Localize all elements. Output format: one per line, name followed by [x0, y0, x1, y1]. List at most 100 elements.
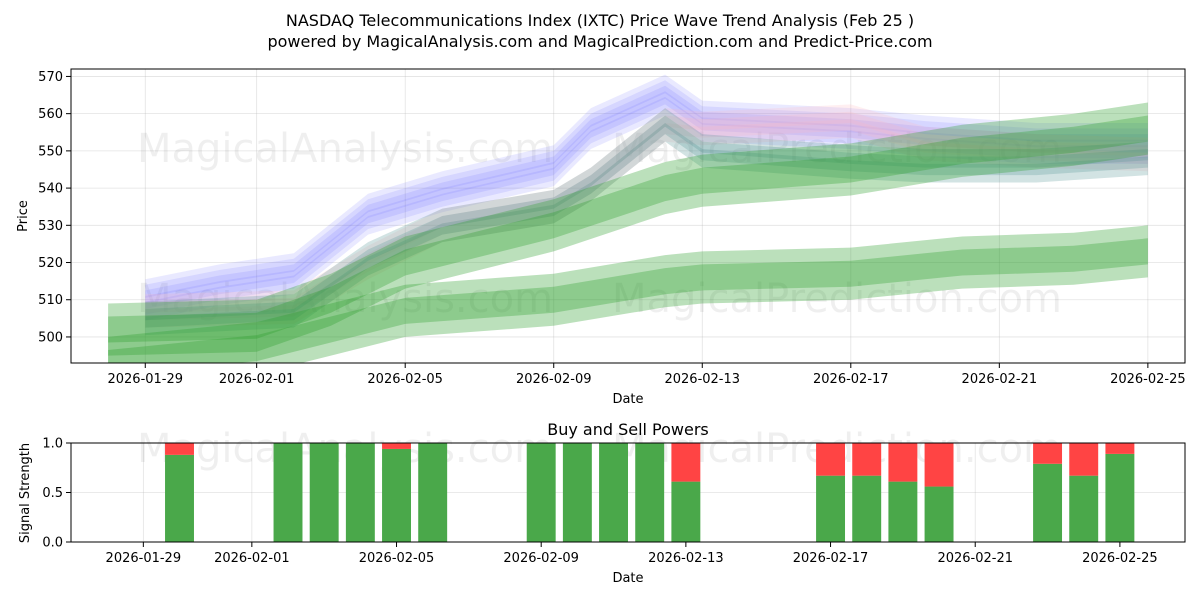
- price-y-tick-label: 560: [38, 107, 63, 122]
- price-y-ticks: 500 510 520 530 540 550 560 570: [38, 70, 71, 345]
- price-x-tick-label: 2026-02-05: [367, 372, 443, 387]
- buy-bar: [1105, 453, 1135, 542]
- pink-wave-band: [145, 119, 1148, 328]
- signal-bar-2026-02-17: [816, 443, 846, 542]
- sell-bar: [888, 443, 918, 482]
- signal-bar-2026-02-19: [888, 443, 918, 542]
- buy-bar: [816, 475, 846, 542]
- buy-bar: [418, 443, 448, 542]
- signal-x-tick-label: 2026-02-01: [214, 551, 290, 566]
- green-band-outer: [108, 225, 1148, 363]
- price-chart-title: NASDAQ Telecommunications Index (IXTC) P…: [286, 11, 914, 30]
- signal-y-ticks: 0.0 0.5 1.0: [42, 437, 71, 551]
- signal-bar-2026-02-06: [418, 443, 448, 542]
- price-watermarks: MagicalAnalysis.com MagicalPrediction.co…: [137, 126, 1062, 322]
- watermark-prediction-top: MagicalPrediction.com: [612, 126, 1062, 172]
- price-plot-frame: [70, 68, 1186, 364]
- price-x-tick-label: 2026-02-17: [813, 372, 889, 387]
- buy-bar: [309, 443, 339, 542]
- signal-bar-2026-01-30: [165, 443, 194, 542]
- blue-wave-band: [145, 96, 1148, 321]
- signal-x-tick-label: 2026-02-21: [937, 551, 1013, 566]
- green-band-inner: [108, 115, 1148, 343]
- price-chart-subtitle: powered by MagicalAnalysis.com and Magic…: [267, 32, 932, 51]
- watermark-analysis-mid: MagicalAnalysis.com: [137, 276, 553, 322]
- price-chart: NASDAQ Telecommunications Index (IXTC) P…: [16, 11, 1186, 407]
- signal-x-tick-label: 2026-02-09: [503, 551, 579, 566]
- watermark-prediction-mid: MagicalPrediction.com: [612, 276, 1062, 322]
- buy-bar: [635, 443, 665, 542]
- buy-bar: [852, 475, 882, 542]
- price-x-axis-title: Date: [612, 392, 643, 407]
- price-y-tick-label: 550: [38, 144, 63, 159]
- buy-bar: [165, 454, 194, 542]
- signal-x-ticks: 2026-01-29 2026-02-01 2026-02-05 2026-02-09…: [106, 542, 1158, 566]
- signal-bar-2026-02-13: [671, 443, 701, 542]
- series-upper-green-band: [108, 102, 1148, 356]
- buy-bar: [1069, 475, 1099, 542]
- price-x-tick-label: 2026-02-13: [664, 372, 740, 387]
- price-y-tick-label: 530: [38, 219, 63, 234]
- price-y-tick-label: 540: [38, 182, 63, 197]
- signal-y-axis-title: Signal Strength: [18, 443, 33, 543]
- signal-bar-2026-02-11: [599, 443, 628, 542]
- buy-bar: [924, 486, 954, 542]
- price-x-tick-label: 2026-02-09: [516, 372, 592, 387]
- signal-x-tick-label: 2026-02-05: [359, 551, 435, 566]
- signal-x-tick-label: 2026-02-25: [1082, 551, 1158, 566]
- sell-bar: [1069, 443, 1099, 476]
- buy-bar: [562, 443, 592, 542]
- price-x-ticks: 2026-01-29 2026-02-01 2026-02-05 2026-02-09…: [107, 363, 1186, 387]
- teal-wave-band: [145, 108, 1148, 321]
- buy-bar: [382, 448, 411, 542]
- signal-bar-2026-02-09: [526, 443, 556, 542]
- price-x-tick-label: 2026-02-21: [962, 372, 1038, 387]
- series-pink-wave: [145, 104, 1148, 328]
- signal-x-tick-label: 2026-01-29: [106, 551, 182, 566]
- signal-x-tick-label: 2026-02-13: [648, 551, 724, 566]
- sell-bar: [382, 443, 411, 449]
- sell-bar: [1105, 443, 1135, 454]
- signal-bar-2026-02-25: [1105, 443, 1135, 542]
- teal-wave-band: [145, 115, 1148, 328]
- buy-bar: [273, 443, 303, 542]
- signal-bar-2026-02-04: [345, 443, 375, 542]
- price-y-tick-label: 520: [38, 256, 63, 271]
- signal-bar-2026-02-24: [1069, 443, 1099, 542]
- blue-wave-band: [145, 80, 1148, 304]
- signal-y-tick-label: 0.5: [42, 486, 63, 501]
- price-grid: [71, 69, 1185, 363]
- signal-chart: Buy and Sell Powers MagicalAnalysis.com …: [18, 420, 1186, 586]
- signal-x-axis-title: Date: [612, 571, 643, 586]
- buy-bar: [599, 443, 628, 542]
- buy-bar: [1033, 463, 1063, 542]
- buy-bar: [671, 481, 701, 542]
- sell-bar: [816, 443, 846, 476]
- signal-y-tick-label: 1.0: [42, 437, 63, 452]
- sell-bar: [671, 443, 701, 482]
- pink-wave-band: [145, 104, 1148, 313]
- buy-bar: [526, 443, 556, 542]
- series-teal-wave: [145, 108, 1148, 336]
- signal-bar-2026-02-23: [1033, 443, 1063, 542]
- buy-bar: [345, 443, 375, 542]
- blue-wave-band: [145, 85, 1148, 309]
- green-band-outer: [108, 102, 1148, 356]
- watermark-analysis-top: MagicalAnalysis.com: [137, 126, 553, 172]
- signal-bar-2026-02-03: [309, 443, 339, 542]
- signal-x-tick-label: 2026-02-17: [793, 551, 869, 566]
- price-y-tick-label: 510: [38, 293, 63, 308]
- sell-bar: [924, 443, 954, 487]
- signal-chart-title: Buy and Sell Powers: [547, 420, 709, 439]
- signal-bar-2026-02-05: [382, 443, 411, 542]
- sell-bar: [1033, 443, 1063, 464]
- buy-bar: [888, 481, 918, 542]
- signal-bar-2026-02-20: [924, 443, 954, 542]
- sell-bar: [852, 443, 882, 476]
- series-blue-wave: [145, 74, 1148, 321]
- signal-bar-2026-02-18: [852, 443, 882, 542]
- sell-bar: [165, 443, 194, 455]
- watermark-analysis-bottom: MagicalAnalysis.com: [137, 426, 553, 472]
- blue-wave-band: [145, 74, 1148, 298]
